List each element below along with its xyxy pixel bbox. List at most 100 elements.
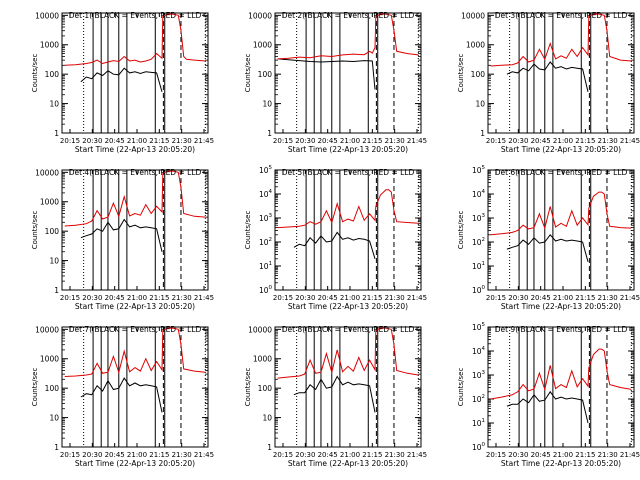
y-tick-label: 105 — [472, 165, 486, 175]
events-series-line — [506, 61, 589, 93]
y-tick-exponent: 4 — [482, 346, 486, 352]
y-tick-label: 100 — [45, 227, 60, 236]
y-tick-label: 10 — [475, 100, 485, 109]
events-series-line — [80, 218, 163, 252]
y-tick-exponent: 3 — [482, 370, 486, 376]
x-tick-label: 21:00 — [127, 451, 147, 459]
x-tick-label: 21:00 — [127, 137, 147, 145]
x-tick-label: 21:30 — [385, 137, 405, 145]
panel-title: Det 3( BLACK = Events, RED = LLD — [495, 11, 628, 20]
y-tick-exponent: 1 — [482, 261, 486, 267]
y-tick-label: 10000 — [248, 325, 272, 334]
x-tick-label: 21:45 — [407, 294, 427, 302]
x-tick-label: 21:45 — [620, 137, 640, 145]
y-tick-exponent: 2 — [482, 237, 486, 243]
x-tick-label: 20:30 — [82, 294, 102, 302]
y-tick-label: 10 — [49, 257, 59, 266]
x-tick-label: 21:00 — [553, 294, 573, 302]
events-series-line — [277, 58, 376, 90]
detector-panel-4: 1 10 100 1000 10000 20:15 20:30 20:45 21:00 21:15… — [31, 168, 214, 311]
panel-title: Det 7( BLACK = Events, RED = LLD — [69, 325, 202, 334]
plot-frame — [61, 12, 209, 134]
x-tick-label: 20:45 — [318, 451, 338, 459]
x-tick-label: 21:45 — [407, 137, 427, 145]
x-tick-label: 20:30 — [508, 294, 528, 302]
x-tick-label: 20:15 — [60, 137, 80, 145]
x-tick-label: 21:15 — [575, 451, 595, 459]
y-tick-exponent: 2 — [269, 237, 273, 243]
y-tick-label: 100 — [471, 70, 486, 79]
panel-title: Det 8( BLACK = Events, RED = LLD — [282, 325, 415, 334]
x-tick-label: 20:45 — [105, 451, 125, 459]
y-tick-label: 10000 — [35, 168, 59, 177]
y-tick-label: 101 — [259, 261, 272, 271]
panel-title: Det 5( BLACK = Events, RED = LLD — [282, 168, 415, 177]
x-tick-label: 21:30 — [172, 451, 192, 459]
y-tick-label: 100 — [472, 285, 486, 295]
panel-title: Det 4( BLACK = Events, RED = LLD — [69, 168, 202, 177]
x-tick-label: 20:15 — [486, 294, 506, 302]
y-tick-label: 103 — [259, 213, 273, 223]
x-tick-label: 20:30 — [295, 137, 315, 145]
x-tick-label: 21:15 — [362, 137, 382, 145]
x-tick-label: 21:00 — [340, 451, 360, 459]
x-tick-label: 21:15 — [575, 294, 595, 302]
x-tick-label: 20:30 — [508, 451, 528, 459]
x-tick-label: 21:15 — [149, 137, 169, 145]
y-tick-label: 10 — [262, 100, 272, 109]
x-tick-label: 20:30 — [295, 294, 315, 302]
y-tick-exponent: 1 — [482, 418, 486, 424]
x-tick-label: 21:00 — [553, 451, 573, 459]
lld-series-line — [64, 170, 206, 227]
x-tick-label: 21:45 — [194, 451, 214, 459]
y-tick-label: 1000 — [40, 355, 59, 364]
y-tick-label: 101 — [472, 261, 485, 271]
y-tick-exponent: 1 — [269, 261, 273, 267]
x-tick-label: 21:45 — [620, 294, 640, 302]
x-tick-label: 21:00 — [127, 294, 147, 302]
x-tick-label: 20:45 — [531, 294, 551, 302]
y-tick-label: 10 — [262, 414, 272, 423]
y-tick-label: 10000 — [461, 11, 485, 20]
y-axis-label: Counts/sec — [244, 211, 252, 250]
y-tick-label: 104 — [472, 346, 486, 356]
y-tick-label: 1 — [480, 129, 485, 138]
y-tick-label: 100 — [45, 384, 60, 393]
x-tick-label: 21:30 — [598, 137, 618, 145]
y-tick-label: 102 — [259, 237, 272, 247]
x-tick-label: 20:45 — [531, 451, 551, 459]
y-axis-label: Counts/sec — [457, 211, 465, 250]
y-tick-label: 102 — [472, 394, 485, 404]
y-tick-exponent: 3 — [482, 213, 486, 219]
y-tick-label: 1 — [267, 129, 272, 138]
y-axis-label: Counts/sec — [31, 54, 39, 93]
plot-frame — [274, 12, 422, 134]
y-tick-label: 103 — [472, 213, 486, 223]
y-tick-exponent: 0 — [482, 285, 486, 291]
plot-frame — [487, 12, 635, 134]
x-tick-label: 20:30 — [295, 451, 315, 459]
x-axis-label: Start Time (22-Apr-13 20:05:20) — [288, 459, 408, 468]
y-tick-exponent: 4 — [269, 189, 273, 195]
y-axis-label: Counts/sec — [457, 54, 465, 93]
y-tick-label: 1000 — [253, 355, 272, 364]
x-tick-label: 21:45 — [194, 294, 214, 302]
x-tick-label: 20:45 — [318, 294, 338, 302]
panel-title: Det 1( BLACK = Events, RED = LLD — [69, 11, 202, 20]
y-tick-label: 1000 — [40, 41, 59, 50]
y-tick-label: 100 — [259, 285, 273, 295]
y-axis-label: Counts/sec — [457, 368, 465, 407]
x-tick-label: 20:15 — [60, 451, 80, 459]
y-tick-label: 1000 — [466, 41, 485, 50]
x-tick-label: 20:45 — [105, 294, 125, 302]
x-tick-label: 21:15 — [362, 451, 382, 459]
x-axis-label: Start Time (22-Apr-13 20:05:20) — [501, 145, 621, 154]
y-tick-label: 101 — [472, 418, 485, 428]
lld-series-line — [277, 189, 419, 229]
x-tick-label: 21:45 — [407, 451, 427, 459]
events-series-line — [506, 390, 589, 424]
x-axis-label: Start Time (22-Apr-13 20:05:20) — [501, 302, 621, 311]
